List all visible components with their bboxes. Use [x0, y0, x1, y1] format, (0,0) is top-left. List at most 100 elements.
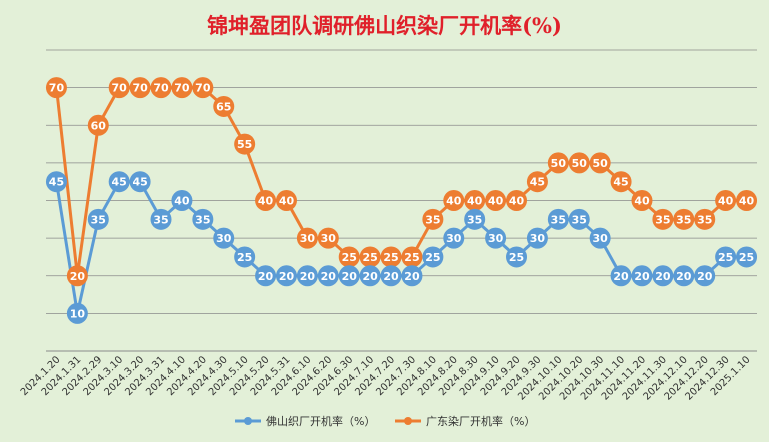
data-point — [568, 152, 590, 174]
data-label: 20 — [404, 270, 420, 283]
data-label: 35 — [153, 213, 168, 226]
data-point — [715, 190, 737, 211]
data-label: 70 — [132, 82, 148, 95]
data-point — [652, 265, 674, 287]
data-point — [317, 227, 339, 249]
data-label: 20 — [300, 270, 316, 283]
data-label: 25 — [509, 251, 524, 264]
data-label: 10 — [70, 307, 86, 320]
data-point — [317, 265, 339, 287]
data-point — [192, 77, 214, 99]
data-point — [234, 246, 256, 268]
data-point — [296, 227, 318, 249]
data-point — [673, 265, 695, 287]
data-label: 20 — [362, 270, 378, 283]
data-point — [255, 190, 277, 211]
data-label: 35 — [551, 213, 566, 226]
data-label: 25 — [237, 251, 252, 264]
data-point — [380, 246, 402, 268]
data-label: 35 — [676, 213, 691, 226]
data-label: 20 — [634, 270, 650, 283]
data-point — [87, 114, 109, 136]
data-label: 25 — [342, 251, 357, 264]
data-label: 30 — [216, 232, 232, 245]
data-point — [45, 171, 67, 193]
data-label: 20 — [697, 270, 713, 283]
series-line — [54, 86, 747, 278]
x-axis: 2024.1.202024.1.312024.2.292024.3.102024… — [19, 354, 753, 402]
data-point — [380, 265, 402, 287]
data-label: 35 — [91, 213, 106, 226]
data-point — [631, 265, 653, 287]
data-label: 25 — [362, 251, 377, 264]
data-point — [150, 77, 172, 99]
legend-marker — [244, 417, 252, 425]
data-point — [631, 190, 653, 211]
data-label: 30 — [593, 232, 609, 245]
data-point — [296, 265, 318, 287]
data-label: 40 — [739, 195, 755, 208]
data-point — [150, 208, 172, 230]
data-label: 30 — [300, 232, 316, 245]
data-point — [422, 208, 444, 230]
data-label: 35 — [425, 213, 440, 226]
data-point — [213, 95, 235, 117]
data-point — [192, 208, 214, 230]
data-point — [275, 190, 297, 211]
data-label: 40 — [174, 195, 190, 208]
data-label: 45 — [112, 176, 127, 189]
data-label: 35 — [697, 213, 712, 226]
data-label: 25 — [383, 251, 398, 264]
data-point — [610, 171, 632, 193]
data-point — [485, 227, 507, 249]
data-label: 50 — [593, 157, 609, 170]
data-point — [359, 265, 381, 287]
data-point — [87, 208, 109, 230]
data-label: 45 — [613, 176, 628, 189]
data-point — [506, 246, 528, 268]
data-label: 50 — [551, 157, 567, 170]
data-point — [547, 208, 569, 230]
data-label: 40 — [446, 195, 462, 208]
data-point — [694, 208, 716, 230]
data-label: 70 — [49, 82, 65, 95]
data-point — [45, 77, 67, 99]
chart-title: 锦坤盈团队调研佛山织染厂开机率(%) — [207, 13, 562, 38]
data-point — [401, 265, 423, 287]
data-label: 35 — [572, 213, 587, 226]
data-label: 45 — [49, 176, 64, 189]
data-point — [715, 246, 737, 268]
data-point — [485, 190, 507, 211]
data-label: 45 — [132, 176, 147, 189]
data-point — [589, 152, 611, 174]
data-label: 20 — [613, 270, 629, 283]
data-label: 25 — [718, 251, 733, 264]
data-label: 20 — [676, 270, 692, 283]
data-label: 30 — [321, 232, 337, 245]
data-label: 40 — [258, 195, 274, 208]
data-label: 20 — [279, 270, 295, 283]
data-label: 25 — [404, 251, 419, 264]
data-point — [359, 246, 381, 268]
legend-label: 佛山织厂开机率（%） — [266, 414, 375, 428]
data-point — [526, 171, 548, 193]
data-point — [66, 302, 88, 324]
data-label: 40 — [718, 195, 734, 208]
data-label: 40 — [509, 195, 525, 208]
data-point — [171, 190, 193, 211]
data-point — [401, 246, 423, 268]
data-label: 45 — [530, 176, 545, 189]
data-label: 30 — [530, 232, 546, 245]
data-point — [673, 208, 695, 230]
data-point — [464, 190, 486, 211]
data-point — [736, 190, 758, 211]
data-label: 20 — [258, 270, 274, 283]
data-point — [213, 227, 235, 249]
data-point — [464, 208, 486, 230]
data-point — [171, 77, 193, 99]
data-label: 60 — [91, 119, 107, 132]
data-label: 30 — [488, 232, 504, 245]
data-label: 70 — [112, 82, 128, 95]
